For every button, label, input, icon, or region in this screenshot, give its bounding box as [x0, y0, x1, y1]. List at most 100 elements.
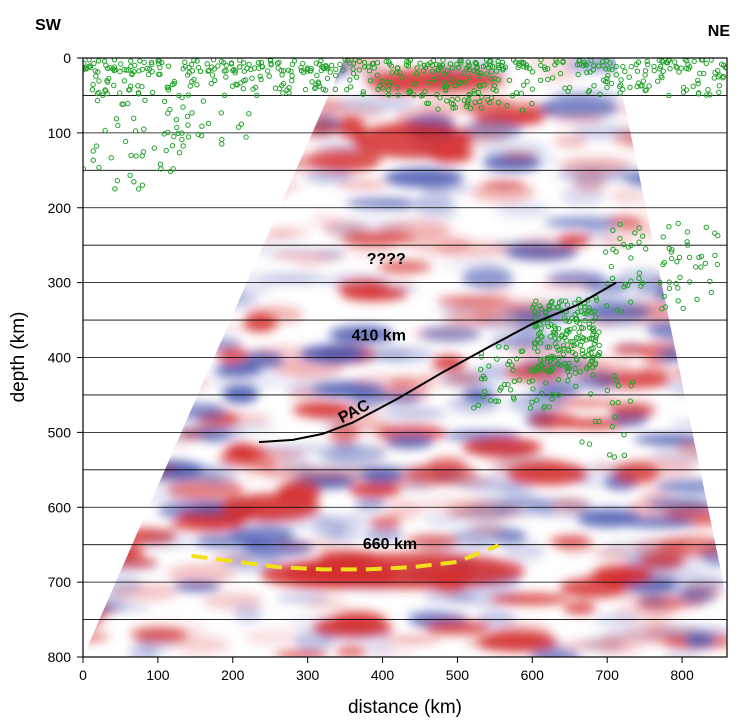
earthquake-event [442, 80, 448, 86]
discontinuity-660-line [191, 543, 500, 572]
earthquake-event [563, 318, 569, 324]
earthquake-event [444, 67, 450, 74]
earthquake-event [510, 367, 516, 374]
earthquake-event [108, 155, 114, 161]
positive-amplitude-patch [552, 114, 605, 124]
earthquake-event [666, 279, 672, 285]
earthquake-event [591, 325, 597, 331]
earthquake-event [618, 82, 624, 88]
y-tick-label: 0 [63, 50, 71, 66]
earthquake-event [457, 58, 463, 64]
earthquake-event [112, 186, 118, 192]
earthquake-event [250, 86, 256, 92]
earthquake-event [636, 275, 642, 281]
earthquake-event [660, 234, 666, 240]
earthquake-event [566, 372, 573, 379]
earthquake-event [644, 58, 650, 65]
negative-amplitude-patch [575, 475, 614, 489]
earthquake-event [586, 87, 593, 94]
earthquake-event [663, 59, 669, 66]
earthquake-event [495, 77, 501, 83]
earthquake-event [255, 60, 262, 66]
earthquake-event [533, 323, 540, 329]
earthquake-event [526, 65, 533, 72]
negative-amplitude-patch [312, 382, 386, 398]
earthquake-event [133, 153, 139, 159]
earthquake-event [520, 59, 526, 66]
earthquake-event [167, 106, 173, 113]
earthquake-event [560, 351, 566, 357]
earthquake-event [111, 58, 118, 63]
earthquake-event [90, 81, 96, 88]
earthquake-event [527, 367, 533, 373]
earthquake-event [589, 364, 596, 370]
earthquake-event [607, 452, 613, 458]
earthquake-event [111, 82, 117, 89]
earthquake-event [560, 59, 566, 66]
earthquake-event [626, 74, 632, 80]
y-axis: 0 100 200 300 400 500 600 700 800 [48, 50, 83, 665]
earthquake-event [675, 298, 681, 304]
earthquake-event [444, 98, 450, 104]
earthquake-event [555, 326, 562, 332]
earthquake-event [94, 90, 101, 97]
negative-amplitude-patch [331, 442, 361, 454]
earthquake-event [241, 68, 248, 74]
earthquake-event [611, 454, 618, 460]
corner-label-sw: SW [35, 17, 62, 34]
earthquake-event [320, 86, 326, 93]
earthquake-event [218, 110, 225, 116]
earthquake-event [204, 61, 210, 67]
earthquake-event [580, 351, 586, 357]
earthquake-event [481, 388, 488, 395]
earthquake-event [550, 75, 556, 81]
y-axis-title: depth (km) [8, 312, 29, 403]
earthquake-event [627, 84, 633, 91]
positive-amplitude-patch [381, 634, 442, 645]
earthquake-event [313, 60, 319, 66]
positive-amplitude-patch [436, 295, 511, 306]
earthquake-event [425, 100, 432, 107]
earthquake-event [493, 88, 499, 94]
earthquake-event [237, 58, 243, 63]
earthquake-event [645, 61, 651, 68]
earthquake-event [680, 305, 686, 312]
earthquake-event [477, 73, 483, 79]
earthquake-event [332, 86, 338, 93]
earthquake-event [149, 68, 155, 75]
negative-amplitude-patch [416, 200, 460, 222]
earthquake-event [546, 404, 552, 410]
earthquake-event [233, 81, 239, 87]
negative-amplitude-patch [359, 466, 403, 484]
earthquake-event [643, 87, 649, 93]
earthquake-event [622, 68, 628, 75]
negative-amplitude-patch [214, 363, 261, 377]
earthquake-event [667, 66, 673, 72]
earthquake-event [537, 340, 544, 346]
earthquake-event [488, 397, 494, 404]
positive-amplitude-patch [557, 234, 592, 246]
earthquake-event [302, 86, 309, 93]
earthquake-event [205, 68, 211, 74]
earthquake-event [696, 254, 702, 260]
positive-amplitude-patch [424, 620, 491, 636]
negative-amplitude-patch [261, 442, 330, 454]
earthquake-event [173, 117, 180, 123]
earthquake-event [678, 65, 684, 71]
reflector-patch [260, 560, 401, 589]
earthquake-event [488, 76, 494, 82]
earthquake-event [716, 89, 722, 96]
earthquake-event [93, 143, 100, 149]
earthquake-event [180, 66, 186, 72]
earthquake-event [636, 239, 642, 245]
earthquake-event [237, 64, 243, 70]
earthquake-event [142, 97, 148, 104]
earthquake-event [677, 274, 683, 281]
earthquake-event [478, 354, 485, 360]
negative-amplitude-patch [405, 608, 442, 620]
earthquake-event [546, 304, 552, 310]
earthquake-event [673, 64, 679, 70]
earthquake-event [504, 103, 510, 109]
positive-amplitude-patch [550, 497, 589, 513]
